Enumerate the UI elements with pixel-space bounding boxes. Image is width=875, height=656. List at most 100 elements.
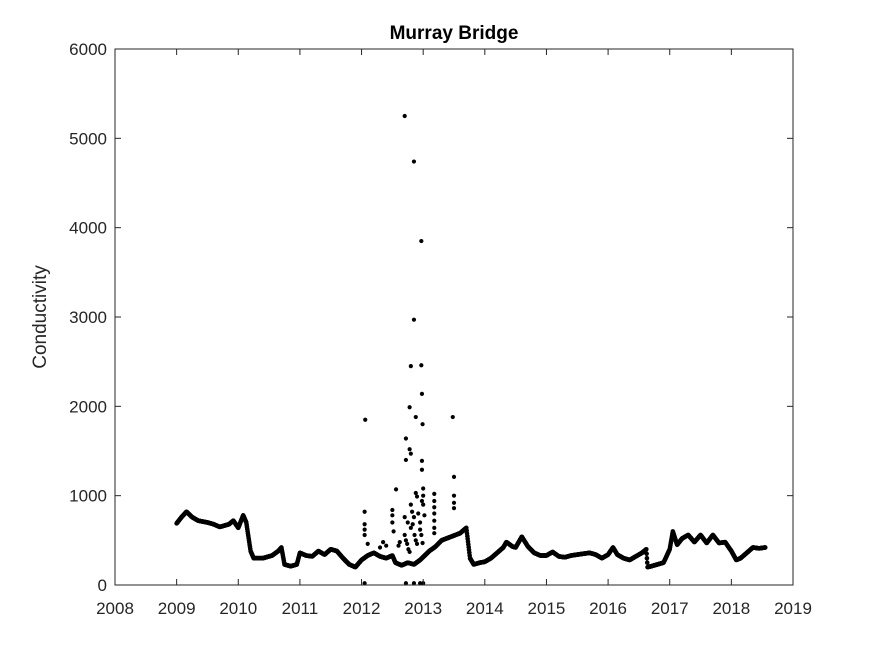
outlier-point bbox=[391, 529, 396, 534]
outlier-point bbox=[402, 515, 407, 520]
outlier-point bbox=[413, 490, 418, 496]
x-tick-label: 2010 bbox=[219, 599, 257, 618]
y-tick-label: 0 bbox=[98, 576, 107, 595]
outlier-point bbox=[451, 500, 457, 505]
outlier-point bbox=[420, 422, 425, 427]
x-tick-label: 2014 bbox=[466, 599, 504, 618]
x-tick-label: 2012 bbox=[343, 599, 381, 618]
x-tick-label: 2019 bbox=[774, 599, 812, 618]
outlier-point bbox=[408, 364, 413, 369]
outlier-point bbox=[402, 532, 407, 538]
outlier-point bbox=[403, 538, 409, 543]
baseline-point bbox=[644, 551, 649, 557]
y-tick-label: 3000 bbox=[69, 308, 107, 327]
outlier-point bbox=[418, 581, 423, 586]
outlier-point bbox=[390, 507, 395, 513]
outlier-point bbox=[414, 494, 420, 499]
outlier-point bbox=[407, 447, 412, 452]
outlier-point bbox=[432, 525, 437, 530]
outlier-point bbox=[432, 498, 437, 504]
outlier-point bbox=[384, 543, 389, 548]
outlier-point bbox=[363, 417, 368, 422]
y-axis-label: Conductivity bbox=[30, 265, 51, 369]
outlier-point bbox=[407, 549, 412, 555]
outlier-point bbox=[411, 581, 417, 586]
outlier-point bbox=[451, 474, 457, 480]
outlier-point bbox=[403, 457, 409, 463]
baseline-point bbox=[644, 555, 650, 561]
outlier-point bbox=[393, 487, 399, 492]
axes-box bbox=[114, 48, 794, 586]
outlier-point bbox=[407, 405, 412, 410]
outlier-point bbox=[362, 522, 367, 527]
x-tick-label: 2013 bbox=[404, 599, 442, 618]
outlier-point bbox=[362, 527, 367, 532]
outlier-point bbox=[420, 540, 425, 546]
outlier-point bbox=[432, 511, 437, 516]
outlier-point bbox=[403, 436, 409, 441]
outlier-point bbox=[365, 541, 370, 547]
outlier-point bbox=[396, 543, 401, 548]
outlier-point bbox=[408, 525, 413, 530]
outlier-point bbox=[410, 522, 415, 527]
outlier-point bbox=[432, 531, 437, 536]
data-points bbox=[174, 113, 768, 586]
outlier-point bbox=[418, 520, 423, 525]
y-tick-label: 4000 bbox=[69, 219, 107, 238]
outlier-point bbox=[419, 363, 424, 368]
x-tick-label: 2015 bbox=[528, 599, 566, 618]
outlier-point bbox=[413, 538, 418, 543]
outlier-point bbox=[414, 541, 420, 547]
outlier-point bbox=[390, 513, 395, 518]
outlier-point bbox=[403, 581, 409, 586]
x-tick-label: 2011 bbox=[282, 599, 319, 618]
y-tick-label: 6000 bbox=[69, 40, 107, 59]
outlier-point bbox=[421, 486, 426, 491]
outlier-point bbox=[419, 458, 425, 463]
outlier-point bbox=[413, 414, 418, 420]
outlier-point bbox=[405, 541, 410, 547]
y-tick-label: 2000 bbox=[69, 397, 107, 416]
outlier-point bbox=[422, 513, 427, 518]
x-tick-label: 2008 bbox=[96, 599, 134, 618]
y-tick-label: 5000 bbox=[69, 129, 107, 148]
outlier-point bbox=[405, 520, 410, 525]
outlier-point bbox=[419, 467, 425, 472]
outlier-point bbox=[450, 414, 455, 420]
y-tick-label: 1000 bbox=[69, 487, 107, 506]
outlier-point bbox=[419, 238, 424, 244]
outlier-point bbox=[421, 502, 426, 507]
outlier-point bbox=[411, 515, 417, 520]
outlier-point bbox=[411, 159, 417, 164]
outlier-point bbox=[432, 518, 437, 523]
chart-title: Murray Bridge bbox=[390, 23, 519, 44]
baseline-point bbox=[644, 560, 650, 565]
baseline-point bbox=[762, 545, 768, 550]
x-tick-label: 2018 bbox=[712, 599, 750, 618]
outlier-point bbox=[381, 540, 386, 545]
outlier-point bbox=[421, 493, 426, 498]
outlier-point bbox=[418, 527, 423, 532]
outlier-point bbox=[362, 509, 367, 514]
outlier-point bbox=[416, 511, 421, 516]
outlier-point bbox=[419, 391, 425, 396]
outlier-point bbox=[451, 506, 457, 511]
baseline-point bbox=[644, 546, 649, 552]
x-tick-label: 2016 bbox=[589, 599, 627, 618]
outlier-point bbox=[362, 581, 367, 586]
x-tick-label: 2009 bbox=[158, 599, 196, 618]
outlier-point bbox=[362, 532, 367, 538]
outlier-point bbox=[408, 502, 413, 507]
x-tick-label: 2017 bbox=[651, 599, 689, 618]
outlier-point bbox=[408, 451, 413, 456]
outlier-point bbox=[432, 505, 437, 510]
outlier-point bbox=[377, 545, 383, 550]
outlier-point bbox=[402, 113, 407, 119]
outlier-point bbox=[397, 540, 402, 545]
outlier-point bbox=[419, 498, 425, 504]
outlier-point bbox=[451, 493, 457, 498]
outlier-point bbox=[412, 532, 417, 538]
outlier-point bbox=[432, 491, 437, 496]
outlier-point bbox=[411, 317, 417, 322]
